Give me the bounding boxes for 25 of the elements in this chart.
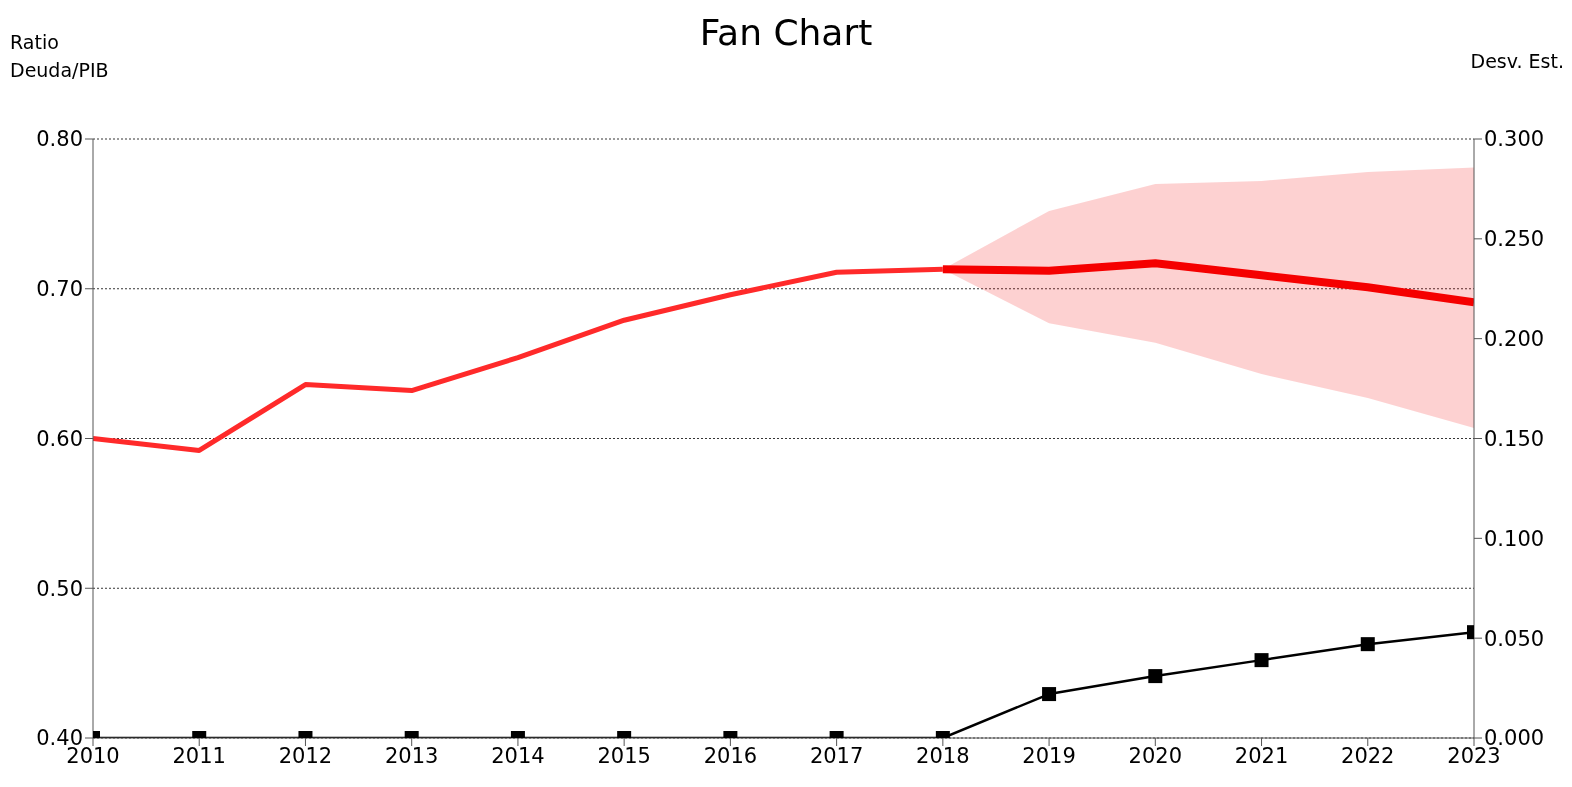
y2-tick-label: 0.150	[1484, 426, 1545, 451]
x-tick-label: 2012	[278, 743, 333, 768]
y2-tick-label: 0.100	[1484, 526, 1545, 551]
y2-tick-label: 0.250	[1484, 227, 1545, 252]
x-tick-label: 2019	[1022, 743, 1076, 768]
x-tick-label: 2021	[1234, 743, 1289, 768]
x-tick-label: 2013	[384, 743, 439, 768]
x-tick-label: 2022	[1341, 743, 1395, 768]
y2-tick-label: 0.300	[1484, 127, 1545, 152]
x-tick-label: 2018	[916, 743, 970, 768]
x-tick-label: 2014	[491, 743, 545, 768]
y2-axis-title: Desv. Est.	[1470, 50, 1564, 72]
y-tick-label: 0.60	[36, 426, 83, 451]
y-tick-label: 0.50	[36, 576, 83, 601]
x-tick-label: 2015	[597, 743, 651, 768]
y-tick-label: 0.80	[36, 127, 83, 152]
y-tick-label: 0.70	[36, 277, 83, 302]
x-tick-label: 2011	[172, 743, 226, 768]
y-axis-title: Ratio Deuda/PIB	[10, 30, 110, 83]
x-tick-label: 2017	[809, 743, 864, 768]
x-tick-label: 2020	[1128, 743, 1183, 768]
y2-tick-label: 0.200	[1484, 327, 1545, 352]
chart-title: Fan Chart	[699, 12, 873, 53]
x-tick-label: 2016	[703, 743, 758, 768]
y2-tick-label: 0.050	[1484, 626, 1545, 651]
